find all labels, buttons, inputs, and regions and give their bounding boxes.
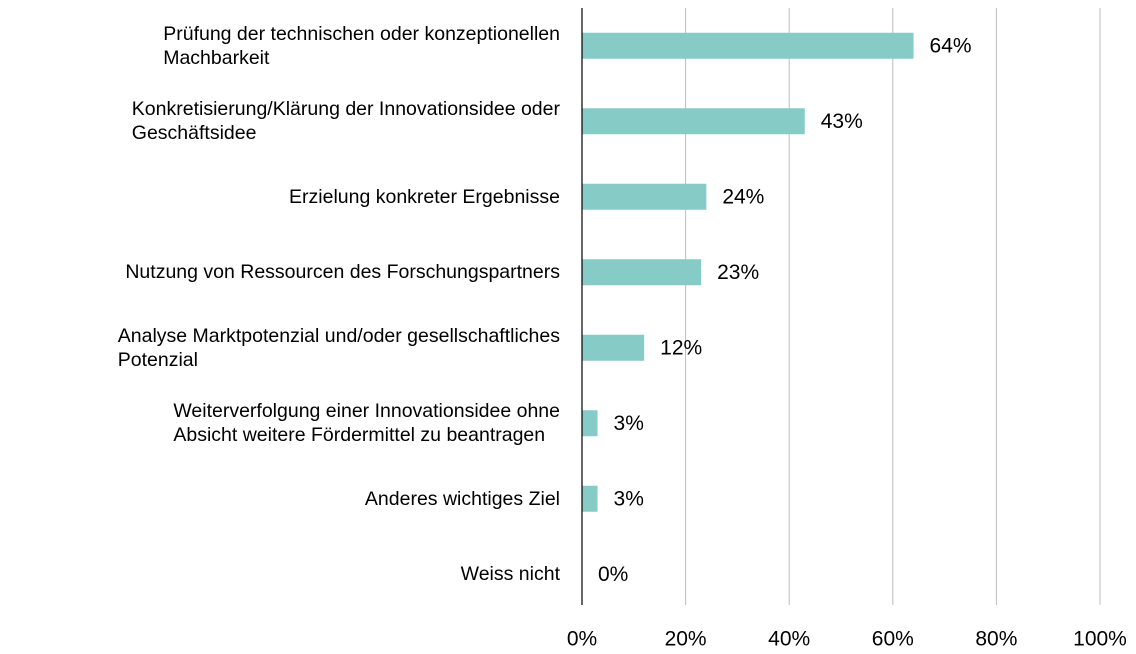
category-label: Nutzung von Ressourcen des Forschungspar…: [125, 261, 560, 284]
bar: [582, 485, 598, 512]
value-label: 43%: [821, 110, 863, 133]
x-tick-label: 60%: [872, 628, 914, 651]
category-label: Konkretisierung/Klärung der Innovationsi…: [131, 98, 560, 145]
category-label: Prüfung der technischen oder konzeptione…: [163, 22, 560, 69]
bar: [582, 108, 805, 135]
x-tick-label: 100%: [1073, 628, 1127, 651]
bar: [582, 183, 707, 210]
x-tick-label: 80%: [975, 628, 1017, 651]
category-label: Weiterverfolgung einer Innovationsidee o…: [173, 400, 560, 447]
value-label: 23%: [717, 261, 759, 284]
x-tick-label: 40%: [768, 628, 810, 651]
value-label: 3%: [614, 487, 644, 510]
category-label: Anderes wichtiges Ziel: [364, 487, 560, 510]
bar: [582, 259, 702, 286]
category-label: Erzielung konkreter Ergebnisse: [289, 185, 560, 208]
value-label: 24%: [722, 185, 764, 208]
x-tick-label: 0%: [567, 628, 597, 651]
category-label: Weiss nicht: [460, 563, 560, 586]
category-label: Analyse Marktpotenzial und/oder gesellsc…: [117, 324, 560, 371]
value-label: 0%: [598, 563, 628, 586]
value-label: 3%: [614, 412, 644, 435]
value-label: 64%: [930, 34, 972, 57]
bar: [582, 32, 914, 59]
value-label: 12%: [660, 336, 702, 359]
bar: [582, 334, 645, 361]
bar: [582, 410, 598, 437]
x-tick-label: 20%: [665, 628, 707, 651]
